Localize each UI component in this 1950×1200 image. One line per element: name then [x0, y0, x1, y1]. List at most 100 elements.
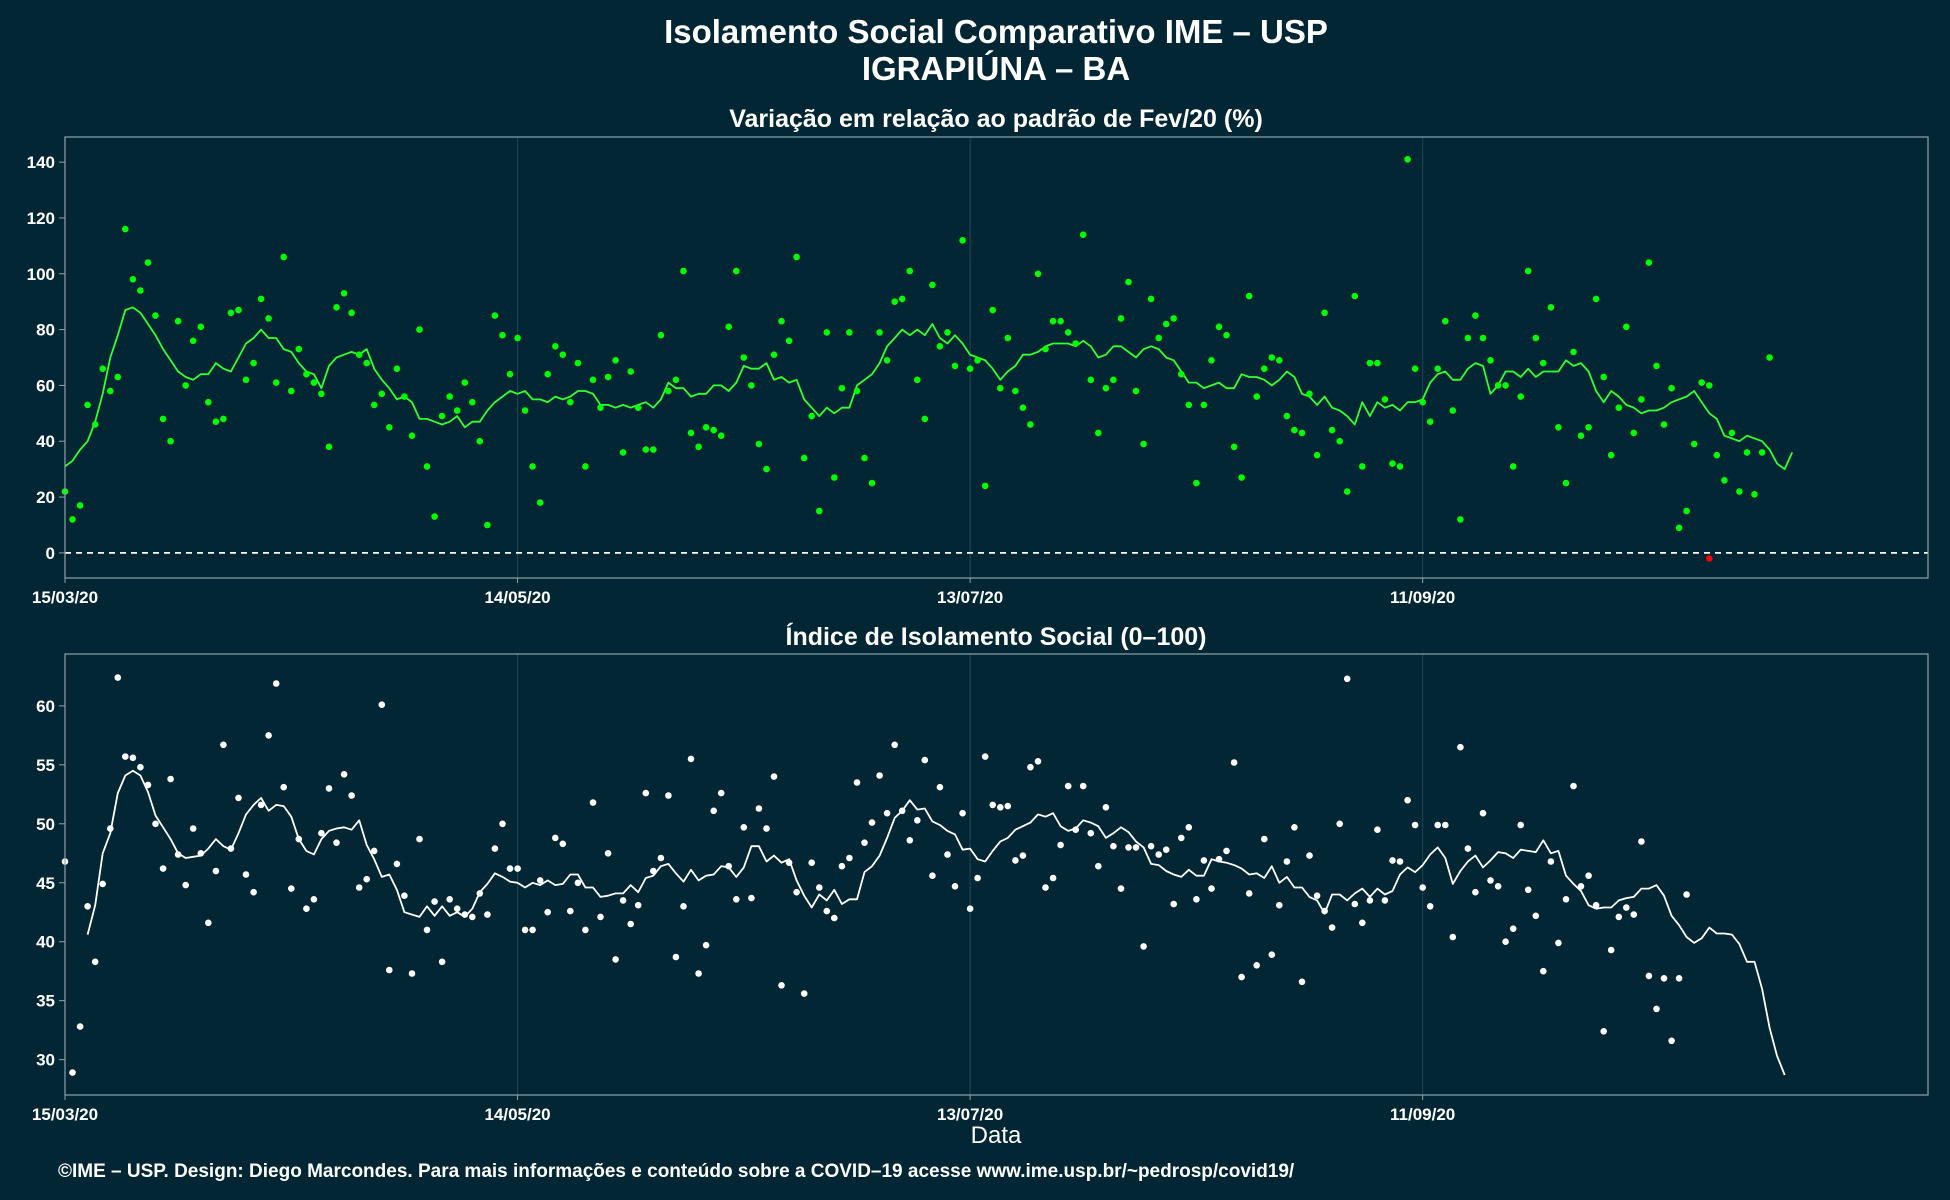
top-data-point: [634, 404, 642, 412]
bottom-data-point: [469, 913, 476, 921]
top-data-point: [1359, 463, 1366, 470]
top-data-point: [1283, 412, 1291, 420]
bottom-data-point: [597, 913, 604, 921]
top-data-point: [1230, 443, 1238, 451]
bottom-data-point: [1027, 763, 1034, 771]
bottom-data-point: [559, 840, 567, 848]
top-data-point: [401, 393, 408, 400]
top-data-point: [755, 440, 763, 448]
bottom-data-point: [91, 958, 99, 966]
top-data-point: [1208, 357, 1215, 364]
top-data-point: [333, 304, 340, 311]
bottom-data-point: [167, 775, 174, 783]
bottom-data-point: [257, 801, 265, 809]
bottom-data-point: [748, 894, 755, 902]
top-data-point: [1012, 387, 1019, 395]
top-data-point: [144, 259, 152, 266]
top-data-point: [1721, 477, 1728, 484]
bottom-data-point: [1675, 975, 1683, 982]
bottom-data-point: [174, 851, 182, 858]
bottom-data-point: [989, 801, 996, 809]
bottom-data-point: [1253, 962, 1260, 969]
bottom-data-point: [1351, 900, 1359, 908]
top-data-point: [1306, 390, 1313, 398]
bottom-data-point: [1208, 885, 1215, 892]
bottom-data-point: [883, 809, 891, 817]
bottom-data-point: [484, 911, 491, 918]
top-data-point: [521, 407, 529, 414]
top-data-point: [416, 326, 423, 333]
top-data-point: [1434, 365, 1441, 373]
top-data-point: [785, 337, 793, 345]
top-data-point: [114, 373, 122, 381]
bottom-data-point: [1449, 933, 1457, 941]
bottom-data-point: [1155, 851, 1162, 858]
x-axis-title: Data: [971, 1122, 1022, 1149]
top-data-point: [936, 343, 944, 350]
bottom-data-point: [1125, 844, 1132, 851]
top-data-point: [1102, 384, 1110, 392]
top-data-point: [250, 359, 257, 367]
top-data-point: [1494, 382, 1502, 389]
top-data-point: [1057, 317, 1064, 325]
bottom-y-tick-label: 50: [36, 815, 55, 834]
top-data-point: [159, 415, 167, 423]
bottom-data-point: [921, 756, 929, 764]
top-data-point: [951, 362, 959, 370]
bottom-data-point: [491, 845, 499, 852]
top-data-point: [1095, 429, 1102, 437]
bottom-data-point: [1502, 938, 1509, 945]
bottom-x-tick-label: 15/03/20: [32, 1105, 98, 1124]
top-x-tick-label: 15/03/20: [32, 588, 98, 607]
top-data-point: [966, 365, 974, 373]
bottom-data-point: [1268, 951, 1276, 958]
bottom-data-point: [1057, 841, 1064, 849]
top-data-point: [650, 446, 657, 453]
top-data-point: [1645, 259, 1653, 266]
top-data-point: [1766, 354, 1773, 361]
top-data-point: [1728, 429, 1736, 437]
top-data-point: [378, 390, 386, 398]
top-data-point: [438, 412, 446, 420]
bottom-data-point: [1479, 809, 1487, 817]
bottom-data-point: [235, 794, 242, 802]
top-data-point: [1675, 524, 1683, 532]
top-data-point: [612, 357, 619, 364]
top-data-point: [355, 351, 363, 359]
bottom-data-point: [1630, 911, 1638, 918]
top-data-point: [129, 276, 137, 283]
bottom-data-point: [861, 839, 868, 846]
bottom-data-point: [1517, 821, 1524, 829]
top-data-point: [84, 401, 91, 409]
top-y-tick-label: 20: [36, 488, 55, 507]
bottom-data-point: [1336, 820, 1343, 828]
bottom-x-tick-label: 13/07/20: [937, 1105, 1003, 1124]
bottom-data-point: [348, 792, 355, 799]
bottom-data-point: [1592, 901, 1600, 909]
bottom-data-point: [1004, 802, 1012, 810]
bottom-data-point: [1042, 884, 1049, 891]
top-data-point: [280, 253, 288, 261]
top-data-point: [552, 343, 559, 350]
bottom-data-point: [1570, 782, 1577, 790]
bottom-data-point: [1404, 796, 1411, 804]
bottom-data-point: [997, 804, 1004, 811]
top-data-point: [981, 482, 989, 490]
bottom-data-point: [838, 862, 846, 870]
top-data-point: [506, 370, 514, 378]
top-data-point: [1223, 331, 1230, 339]
top-data-point: [800, 454, 808, 462]
bottom-data-point: [808, 859, 815, 866]
bottom-data-point: [1283, 858, 1291, 865]
bottom-y-tick-label: 40: [36, 933, 55, 952]
top-data-point: [1147, 295, 1155, 303]
top-x-tick-label: 13/07/20: [937, 588, 1003, 607]
bottom-data-point: [725, 862, 732, 870]
bottom-data-point: [1313, 892, 1321, 899]
top-data-point: [205, 398, 212, 406]
top-data-point: [1170, 315, 1177, 322]
top-data-point: [604, 373, 612, 381]
bottom-data-point: [574, 879, 582, 887]
top-data-point: [1321, 309, 1328, 317]
top-data-point: [989, 306, 996, 314]
